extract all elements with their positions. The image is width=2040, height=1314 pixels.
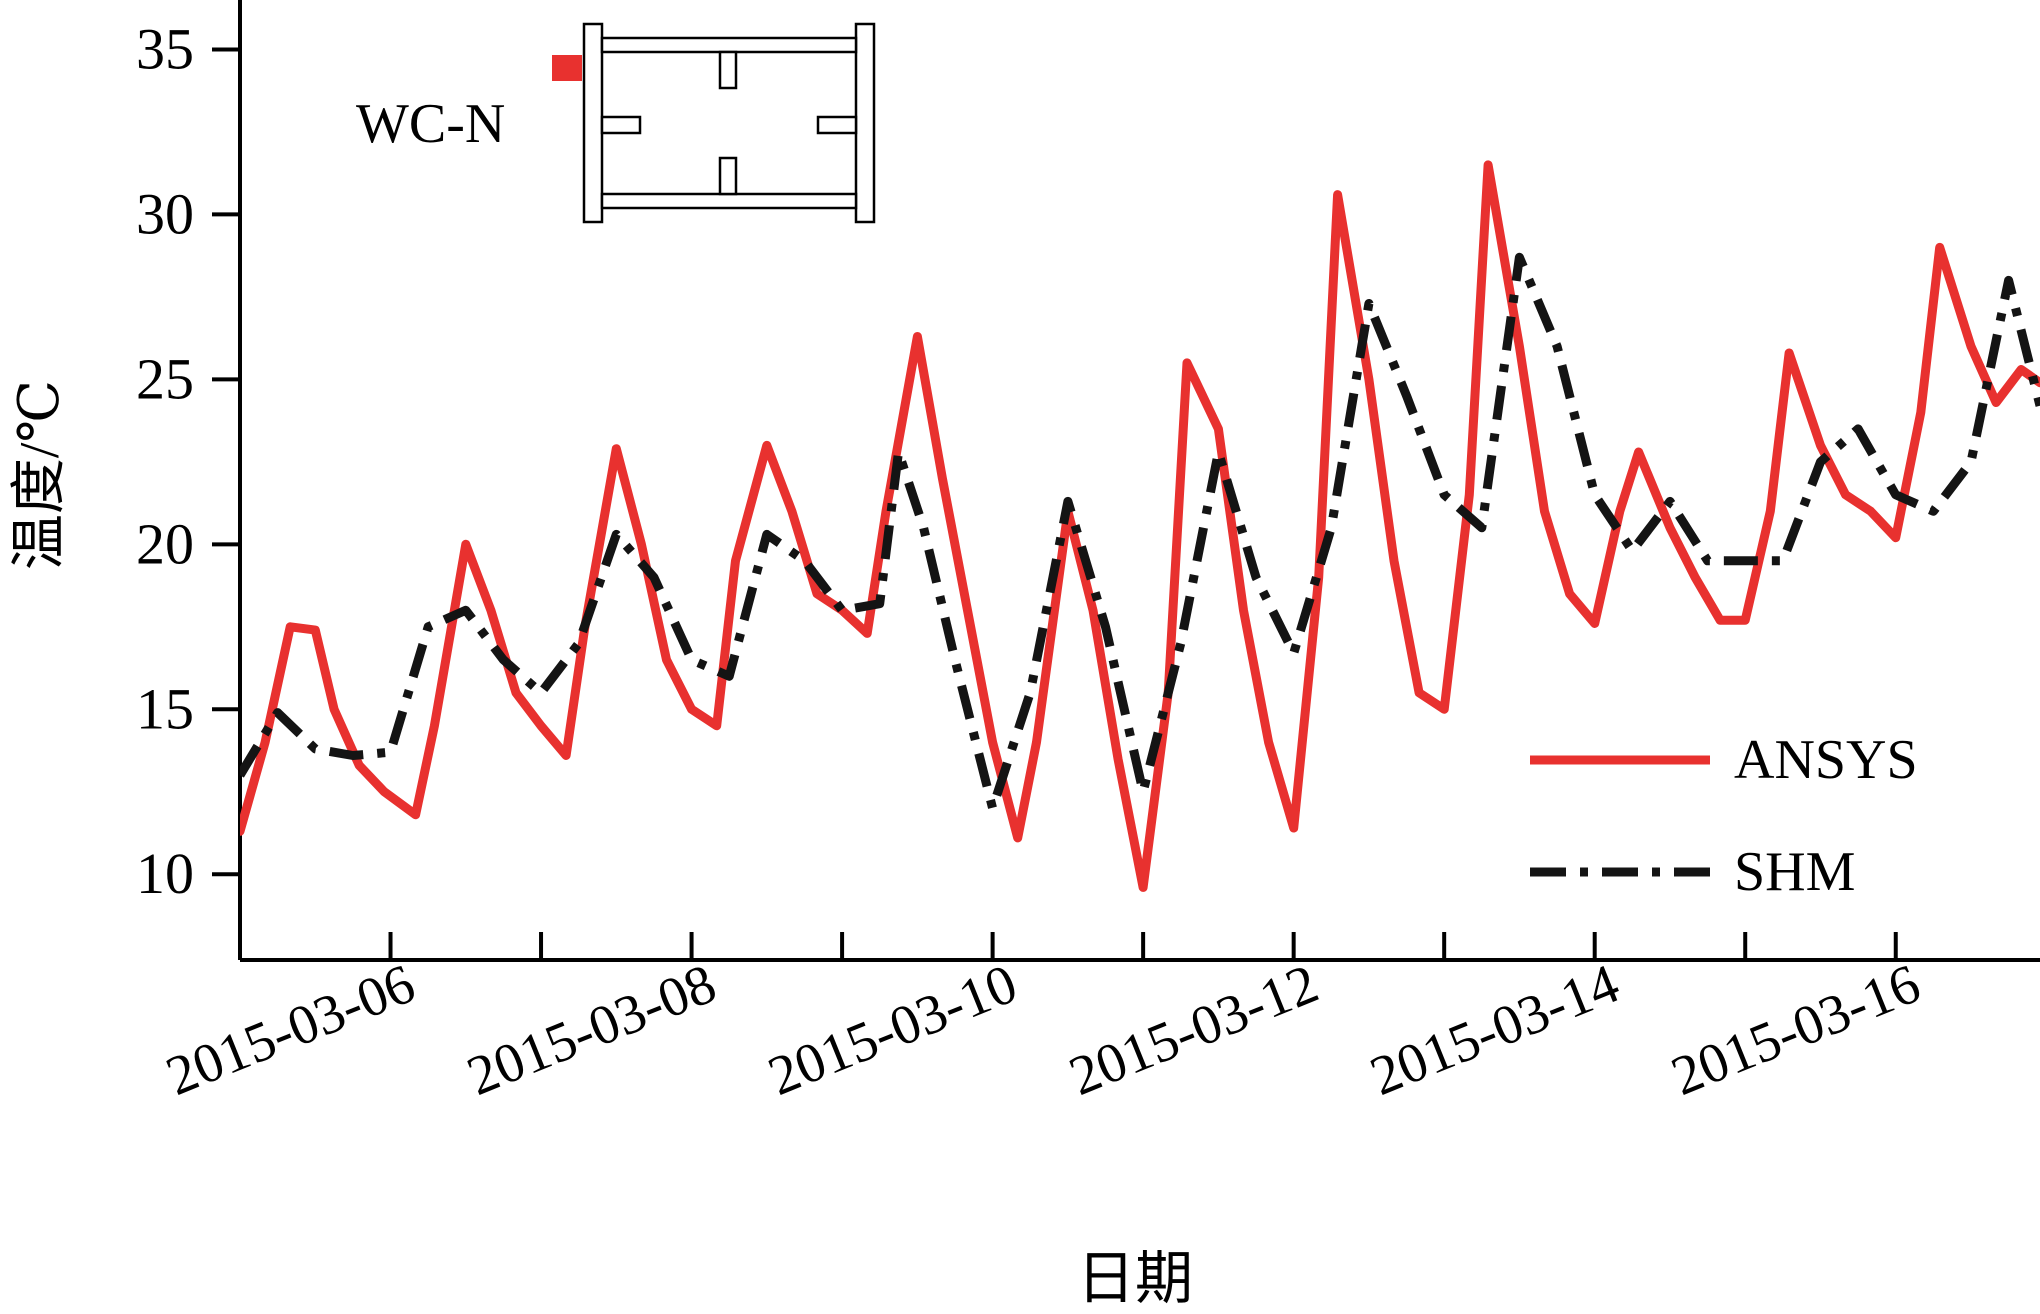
inset-left-stub bbox=[600, 115, 642, 135]
y-tick-label: 20 bbox=[136, 511, 194, 576]
inset-right-stub bbox=[816, 115, 858, 135]
x-tick-label: 2015-03-16 bbox=[1663, 953, 1928, 1108]
y-axis-title: 温度/℃ bbox=[9, 380, 71, 570]
y-tick-label: 35 bbox=[136, 16, 194, 81]
legend-label-ansys: ANSYS bbox=[1734, 729, 1918, 791]
x-tick-label: 2015-03-12 bbox=[1061, 953, 1326, 1108]
y-tick-label: 15 bbox=[136, 676, 194, 741]
x-tick-label: 2015-03-14 bbox=[1362, 953, 1627, 1108]
inset-top-stub bbox=[718, 50, 738, 90]
inset-right-flange bbox=[854, 22, 876, 224]
sensor-marker bbox=[552, 55, 582, 81]
cross-section-inset bbox=[552, 22, 876, 224]
legend: ANSYS SHM bbox=[1530, 729, 1918, 903]
series-line-shm bbox=[240, 252, 2040, 813]
x-tick-label: 2015-03-10 bbox=[760, 953, 1025, 1108]
y-tick-label: 10 bbox=[136, 841, 194, 906]
x-axis-title: 日期 bbox=[1077, 1246, 1193, 1311]
series-line-ansys bbox=[240, 160, 2040, 892]
inset-label: WC-N bbox=[356, 93, 505, 155]
y-tick-label: 25 bbox=[136, 346, 194, 411]
series-group bbox=[240, 160, 2040, 892]
x-tick-label: 2015-03-06 bbox=[158, 953, 423, 1108]
legend-label-shm: SHM bbox=[1734, 841, 1855, 903]
inset-bottom-beam bbox=[600, 192, 858, 210]
inset-left-flange bbox=[582, 22, 604, 224]
y-tick-label: 30 bbox=[136, 181, 194, 246]
inset-bottom-stub bbox=[718, 156, 738, 196]
y-ticks: 10 15 20 25 30 35 bbox=[136, 16, 240, 906]
x-tick-label: 2015-03-08 bbox=[459, 953, 724, 1108]
inset-top-beam bbox=[600, 36, 858, 54]
